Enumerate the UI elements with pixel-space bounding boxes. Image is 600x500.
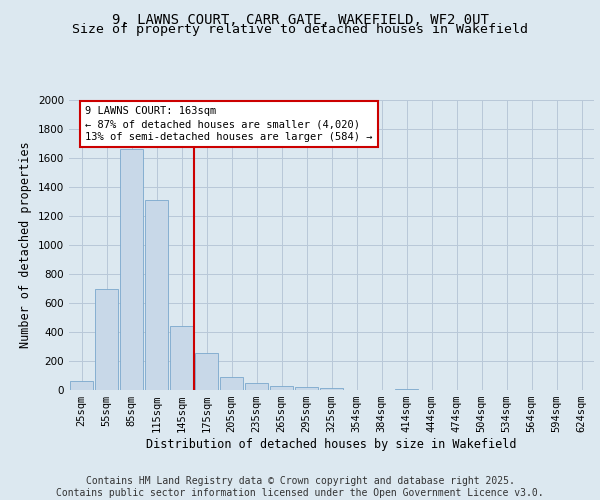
Text: 9 LAWNS COURT: 163sqm
← 87% of detached houses are smaller (4,020)
13% of semi-d: 9 LAWNS COURT: 163sqm ← 87% of detached … [85, 106, 373, 142]
Bar [245, 383, 268, 390]
Bar [145, 200, 168, 390]
Bar [270, 386, 293, 390]
Bar [320, 388, 343, 390]
Bar [95, 288, 118, 390]
Text: Size of property relative to detached houses in Wakefield: Size of property relative to detached ho… [72, 24, 528, 36]
Text: 9, LAWNS COURT, CARR GATE, WAKEFIELD, WF2 0UT: 9, LAWNS COURT, CARR GATE, WAKEFIELD, WF… [112, 12, 488, 26]
Bar [120, 150, 143, 390]
Bar [220, 377, 243, 390]
Y-axis label: Number of detached properties: Number of detached properties [19, 142, 32, 348]
Bar [70, 382, 93, 390]
Text: Contains HM Land Registry data © Crown copyright and database right 2025.: Contains HM Land Registry data © Crown c… [86, 476, 514, 486]
Bar [295, 387, 318, 390]
Bar [170, 326, 193, 390]
Bar [395, 388, 418, 390]
Text: Contains public sector information licensed under the Open Government Licence v3: Contains public sector information licen… [56, 488, 544, 498]
Bar [195, 353, 218, 390]
X-axis label: Distribution of detached houses by size in Wakefield: Distribution of detached houses by size … [146, 438, 517, 451]
